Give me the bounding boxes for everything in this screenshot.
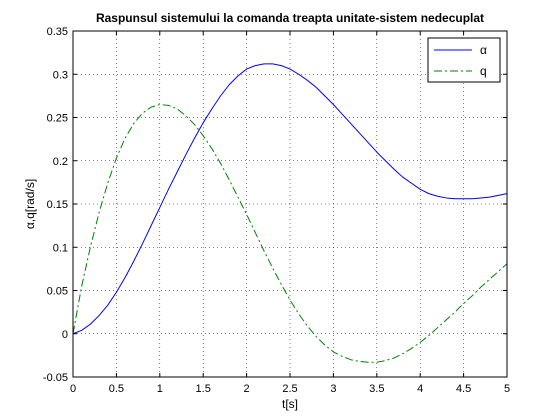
series-lines: [72, 63, 508, 363]
x-axis-label: t[s]: [282, 397, 298, 411]
y-tick-label: 0.2: [53, 156, 68, 168]
x-tick-label: 4: [417, 383, 423, 395]
y-tick-label: -0.05: [43, 372, 68, 384]
legend-label-q: q: [480, 64, 487, 78]
series-line-alpha: [72, 63, 508, 335]
legend-label-alpha: α: [480, 43, 487, 57]
y-tick-label: 0.3: [53, 69, 68, 81]
tick-labels: 0 0.5 1 1.5 2 2.5 3 3.5 4 4.5 5-0.0500.050.10.150.…: [43, 26, 510, 395]
y-tick-label: 0.35: [47, 26, 68, 38]
y-tick-label: 0.25: [47, 113, 68, 125]
grid: [73, 31, 507, 377]
x-tick-label: 0: [70, 383, 76, 395]
x-tick-label: 2.5: [282, 383, 297, 395]
series-line-q: [72, 104, 508, 363]
x-tick-label: 5: [504, 383, 510, 395]
x-tick-label: 1: [157, 383, 163, 395]
legend-box: [427, 37, 501, 83]
x-tick-label: 3: [330, 383, 336, 395]
chart-title: Raspunsul sistemului la comanda treapta …: [96, 11, 484, 25]
legend: α q: [427, 37, 501, 83]
y-tick-label: 0.1: [53, 242, 68, 254]
x-tick-label: 4.5: [456, 383, 471, 395]
x-tick-label: 0.5: [109, 383, 124, 395]
x-tick-label: 1.5: [196, 383, 211, 395]
plot-frame: [72, 30, 508, 378]
x-tick-label: 2: [244, 383, 250, 395]
y-tick-label: 0.15: [47, 199, 68, 211]
y-tick-label: 0.05: [47, 286, 68, 298]
y-tick-label: 0: [62, 329, 68, 341]
x-tick-label: 3.5: [369, 383, 384, 395]
y-axis-label: α,q[rad/s]: [23, 179, 37, 229]
